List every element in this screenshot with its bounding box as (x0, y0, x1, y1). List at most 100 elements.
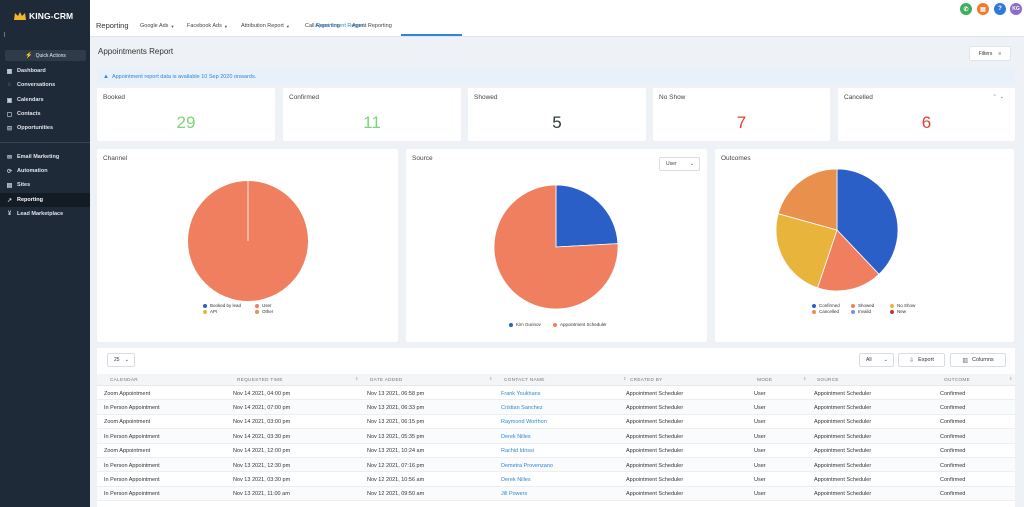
table-row[interactable] (97, 429, 1015, 444)
sidebar-collapse-handle[interactable] (4, 32, 6, 37)
legend-swatch (203, 303, 207, 308)
column-header-calendar[interactable]: Calendar (110, 377, 138, 382)
table-row[interactable] (97, 400, 1015, 415)
sidebar-item-opportunities[interactable]: ⊟ Opportunities (0, 121, 90, 135)
tab-call-reporting[interactable]: Call Reporting (305, 23, 340, 29)
table-cell: Nov 13 2021, 06:15 pm (367, 419, 425, 426)
sidebar-item-email-marketing[interactable]: ✉ Email Marketing (0, 150, 90, 164)
table-row[interactable] (97, 458, 1015, 473)
contact-name-link[interactable]: Cristian Sanchez (501, 404, 543, 411)
columns-icon: ▥ (962, 357, 968, 364)
sidebar-item-sites[interactable]: ▤ Sites (0, 178, 90, 192)
table-cell: User (754, 433, 766, 440)
column-header-source[interactable]: Source (817, 377, 839, 382)
legend-item[interactable]: No Show (890, 303, 920, 308)
table-row[interactable] (97, 444, 1015, 458)
funnel-icon: ⊟ (6, 125, 13, 132)
table-row[interactable] (97, 472, 1015, 487)
table-cell: Zoom Appointment (104, 419, 151, 426)
tab-label: Google Ads (140, 23, 169, 29)
contact-name-link[interactable]: Derek Nilles (501, 433, 531, 440)
source-pie-chart (493, 184, 619, 310)
chevron-down-icon: ⌄ (124, 357, 129, 363)
contact-name-link[interactable]: Rachid Idrissi (501, 448, 535, 455)
chevron-down-icon: ⌄ (689, 161, 694, 167)
phone-icon[interactable]: ✆ (960, 3, 972, 15)
contact-name-link[interactable]: Raymond Worthon (501, 419, 547, 426)
sort-icon[interactable]: ⇕ (489, 376, 493, 381)
column-header-mode[interactable]: Mode (757, 377, 773, 382)
pie-slice-confirmed[interactable] (836, 168, 899, 275)
tab-attribution-report[interactable]: Attribution Report ▼ (241, 23, 290, 29)
sidebar-item-conversations[interactable]: ◌ Conversations (0, 78, 90, 92)
export-button[interactable]: ⇩ Export (898, 353, 945, 367)
sidebar-item-automation[interactable]: ⟳ Automation (0, 164, 90, 178)
table-row[interactable] (97, 386, 1015, 401)
all-filter-select[interactable]: All ⌄ (859, 353, 894, 367)
columns-button[interactable]: ▥ Columns (950, 353, 1006, 367)
sidebar-item-contacts[interactable]: ▢ Contacts (0, 107, 90, 121)
legend-item[interactable]: Confirmed (812, 303, 851, 308)
table-cell: Confirmed (940, 404, 966, 411)
table-cell: Nov 12 2021, 07:16 pm (367, 462, 425, 469)
sidebar-item-dashboard[interactable]: ▦ Dashboard (0, 64, 90, 78)
sidebar-item-lead-marketplace[interactable]: ¥ Lead Marketplace (0, 207, 90, 221)
stat-card-showed: Showed 5 (468, 88, 646, 141)
collapse-chevrons-icon[interactable]: ⌃⌄ (992, 94, 1007, 100)
page-title: Appointments Report (98, 47, 174, 56)
avatar[interactable]: KG (1010, 3, 1022, 15)
tab-facebook-ads[interactable]: Facebook Ads ▼ (187, 23, 228, 29)
page-size-select[interactable]: 25 ⌄ (107, 353, 135, 367)
contact-name-link[interactable]: Frank Youkhans (501, 390, 541, 397)
sort-icon[interactable]: ⇕ (623, 376, 627, 381)
column-header-outcome[interactable]: Outcome (944, 377, 971, 382)
legend-item[interactable]: Showed (851, 303, 890, 308)
automation-icon: ⟳ (6, 168, 13, 175)
news-icon[interactable]: ▤ (977, 3, 989, 15)
sort-icon[interactable]: ⇕ (1009, 376, 1013, 381)
source-user-select[interactable]: User ⌄ (659, 157, 700, 171)
legend-item[interactable]: User (255, 303, 285, 308)
table-row[interactable] (97, 415, 1015, 430)
legend-item[interactable]: New (890, 309, 920, 314)
legend-item[interactable]: Kim Gurinov (509, 322, 553, 327)
legend-item[interactable]: Invalid (851, 309, 890, 314)
filters-button[interactable]: Filters ≡ (969, 46, 1011, 61)
chevron-down-icon: ⌄ (883, 357, 888, 363)
sort-icon[interactable]: ⇕ (355, 376, 359, 381)
tab-agent-reporting[interactable]: Agent Reporting (352, 23, 392, 29)
dashboard-icon: ▦ (6, 68, 13, 75)
legend-item[interactable]: Other (255, 309, 285, 314)
table-cell: Appointment Scheduler (626, 404, 684, 411)
stat-value: 7 (736, 113, 747, 132)
legend-item[interactable]: Appointment Scheduler (553, 322, 623, 327)
table-cell: Confirmed (940, 419, 966, 426)
sidebar-item-reporting[interactable]: ↗ Reporting (0, 193, 90, 207)
sort-icon[interactable]: ⇕ (803, 376, 807, 381)
pie-slice-no-show[interactable] (775, 213, 838, 289)
legend-item[interactable]: API (203, 309, 255, 314)
contact-name-link[interactable]: Derek Nilles (501, 476, 531, 483)
contact-name-link[interactable]: Demetra Provenzano (501, 462, 553, 469)
column-header-created-by[interactable]: Created By (630, 377, 663, 382)
table-row[interactable] (97, 486, 1015, 502)
logo-text: KING-CRM (29, 11, 74, 21)
sidebar-item-calendars[interactable]: ▣ Calendars (0, 93, 90, 107)
column-header-contact-name[interactable]: Contact Name (504, 377, 545, 382)
table-cell: Nov 14 2021, 07:00 pm (233, 404, 291, 411)
contact-name-link[interactable]: Jill Powers (501, 491, 528, 498)
help-icon[interactable]: ? (994, 3, 1006, 15)
legend-item[interactable]: Cancelled (812, 309, 851, 314)
logo[interactable]: KING-CRM (0, 0, 90, 32)
column-header-requested-time[interactable]: Requested Time (237, 377, 283, 382)
column-header-date-added[interactable]: Date Added (370, 377, 403, 382)
sidebar-item-label: Dashboard (17, 68, 46, 74)
tab-appointment-report[interactable]: Appointment Report (315, 23, 364, 29)
legend-item[interactable]: Booked by lead (203, 303, 255, 308)
pie-slice-showed[interactable] (817, 229, 880, 292)
pie-slice-kim-gurinov[interactable] (555, 184, 619, 248)
pie-slice-appointment-scheduler[interactable] (493, 184, 619, 310)
tab-google-ads[interactable]: Google Ads ▼ (140, 23, 174, 29)
pie-slice-cancelled[interactable] (777, 168, 838, 231)
quick-actions-button[interactable]: ⚡ Quick Actions (5, 50, 86, 61)
